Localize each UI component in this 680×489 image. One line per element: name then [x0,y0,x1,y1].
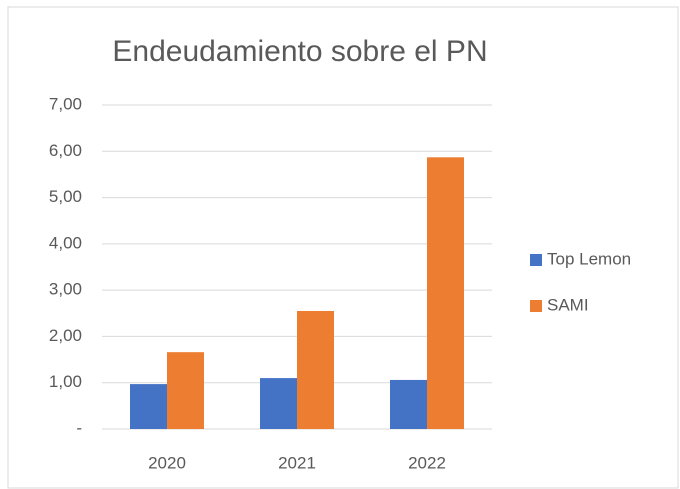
legend-swatch [530,254,542,266]
y-tick-label: 1,00 [49,372,82,391]
y-tick-label: 6,00 [49,141,82,160]
chart-title: Endeudamiento sobre el PN [112,35,487,68]
x-tick-label: 2020 [148,453,186,472]
bar [390,379,427,429]
y-tick-label: 5,00 [49,187,82,206]
x-tick-label: 2022 [408,453,446,472]
y-tick-label: 7,00 [49,94,82,113]
bar [130,384,167,429]
bar [260,378,297,429]
y-tick-label: 4,00 [49,233,82,252]
legend-label: SAMI [547,295,589,314]
y-tick-label: 3,00 [49,280,82,299]
y-tick-label: 2,00 [49,326,82,345]
chart-border [7,6,679,489]
bar [167,352,204,429]
bar [297,310,334,429]
x-tick-label: 2021 [278,453,316,472]
legend-label: Top Lemon [547,249,631,268]
legend-swatch [530,300,542,312]
y-tick-label: - [76,418,82,437]
bar [427,157,464,429]
